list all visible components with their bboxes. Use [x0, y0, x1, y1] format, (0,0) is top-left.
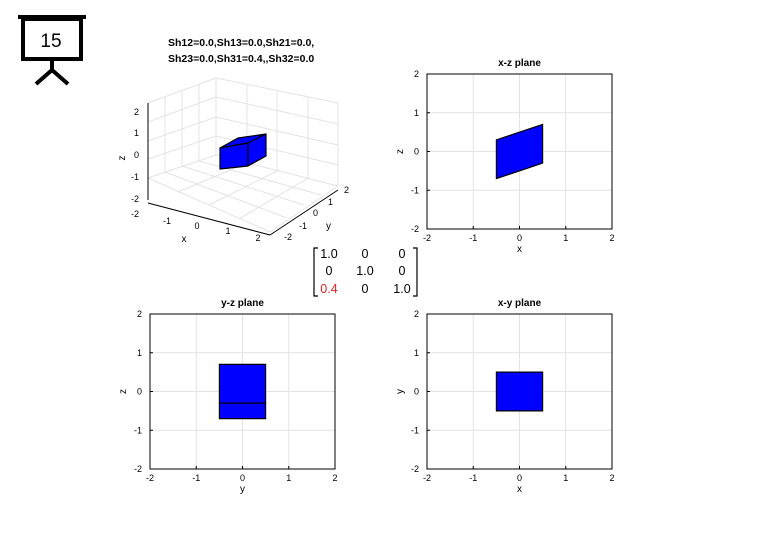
plot-3d-z-tick-label: 2 [134, 107, 139, 117]
plot-3d-y-tick-label: -1 [299, 221, 307, 231]
matrix-cell: 0 [325, 264, 333, 278]
plot-xy-y-tick-label: 1 [414, 348, 419, 358]
plot-3d-y-tick-label: -2 [284, 232, 292, 242]
plot-xz-y-tick-label: -1 [411, 185, 419, 195]
plot-xz-y-tick-label: 0 [414, 147, 419, 157]
plot-xy-x-tick-label: 0 [517, 473, 522, 483]
plot-yz-y-tick-label: 0 [137, 387, 142, 397]
plot-3d-title-line1: Sh12=0.0,Sh13=0.0,Sh21=0.0, [168, 37, 315, 49]
plot-3d-zlabel: z [117, 156, 128, 161]
matrix-cell: 1.0 [393, 282, 411, 296]
plot-xy-y-tick-label: 2 [414, 309, 419, 319]
plot-yz-shape [218, 363, 267, 420]
plot-3d-z-tick-label: 0 [134, 150, 139, 160]
plot-xz-x-tick-label: 0 [517, 233, 522, 243]
plot-xy-axes-frame [426, 313, 613, 470]
plot-yz-x-tick-label: 1 [286, 473, 291, 483]
plot-xz-ylabel: z [395, 149, 406, 154]
plot-xz-y-tick-label: 1 [414, 108, 419, 118]
plot-yz-y-tick-label: -2 [134, 464, 142, 474]
plot-3d-title-line2: Sh23=0.0,Sh31=0.4,,Sh32=0.0 [168, 53, 315, 65]
plot-xy-y-tick-label: 0 [414, 387, 419, 397]
plot-xz-y-tick-label: 2 [414, 69, 419, 79]
matrix-cell: 1.0 [320, 247, 338, 261]
plot-yz-x-tick-label: -1 [192, 473, 200, 483]
plot-xz-xlabel: x [517, 244, 522, 255]
plot-yz-x-tick-label: -2 [146, 473, 154, 483]
plot-3d-sheared-box [219, 133, 267, 170]
plot-3d-x-tick-label: 0 [194, 221, 199, 231]
plot-xy-x-tick-label: -2 [423, 473, 431, 483]
plot-xy-x-tick-label: 1 [563, 473, 568, 483]
plot-xy-shape [495, 371, 544, 412]
plot-xz-plane: -2 -1 0 1 2 -2 -1 0 1 2 x-z plane x z [395, 58, 615, 255]
plot-xy-ylabel: y [395, 389, 406, 394]
plot-xy-y-tick-label: -1 [411, 425, 419, 435]
plot-3d-xlabel: x [182, 234, 187, 245]
matrix-cell: 1.0 [356, 264, 374, 278]
shear-matrix: 1.0 0 0 0 1.0 0 0.4 0 1.0 [312, 246, 419, 298]
plot-xz-x-tick-label: 1 [563, 233, 568, 243]
plot-yz-xlabel: y [240, 484, 245, 495]
plot-3d-x-tick-label: -2 [131, 209, 139, 219]
plot-3d-x-tick-label: 1 [225, 226, 230, 236]
plot-xy-plane: -2 -1 0 1 2 -2 -1 0 1 2 x-y plane x y [395, 298, 615, 495]
plot-yz-ylabel: z [118, 389, 129, 394]
plot-xy-x-tick-label: -1 [469, 473, 477, 483]
plot-xy-y-tick-label: -2 [411, 464, 419, 474]
plot-xy-title: x-y plane [498, 298, 542, 309]
plot-3d-z-tick-label: 1 [134, 128, 139, 138]
plot-3d-z-tick-label: -1 [131, 172, 139, 182]
plot-yz-y-tick-label: 2 [137, 309, 142, 319]
plot-3d-z-tick-label: -2 [131, 194, 139, 204]
plot-xz-title: x-z plane [498, 58, 541, 69]
plot-3d-x-tick-label: -1 [163, 216, 171, 226]
matrix-cell: 0 [398, 247, 406, 261]
matrix-cell: 0 [361, 282, 369, 296]
matrix-cell: 0 [361, 247, 369, 261]
plot-yz-plane: -2 -1 0 1 2 -2 -1 0 1 2 y-z plane y z [118, 298, 338, 495]
plot-3d-y-tick-label: 0 [313, 208, 318, 218]
plot-3d-axes [147, 103, 339, 236]
plot-yz-y-tick-label: -1 [134, 425, 142, 435]
plot-3d-z-ticks: 2 1 0 -1 -2 [131, 107, 139, 204]
presentation-icon [18, 15, 86, 86]
plot-3d-ylabel: y [326, 221, 331, 232]
plot-xz-shape [495, 123, 544, 180]
plot-xz-y-tick-label: -2 [411, 224, 419, 234]
plot-yz-x-tick-label: 2 [332, 473, 337, 483]
plot-xy-xlabel: x [517, 484, 522, 495]
plot-xz-x-tick-label: -1 [469, 233, 477, 243]
plot-yz-axes-frame [149, 313, 336, 470]
plot-xz-x-tick-label: 2 [609, 233, 614, 243]
plot-yz-y-tick-label: 1 [137, 348, 142, 358]
plot-3d-y-tick-label: 2 [344, 185, 349, 195]
plot-3d-x-tick-label: 2 [255, 233, 260, 243]
matrix-cell-sh31: 0.4 [320, 282, 338, 296]
plot-yz-title: y-z plane [221, 298, 264, 309]
plot-xy-x-tick-label: 2 [609, 473, 614, 483]
plot-xz-x-tick-label: -2 [423, 233, 431, 243]
plot-yz-x-tick-label: 0 [240, 473, 245, 483]
plot-3d-y-tick-label: 1 [328, 197, 333, 207]
matrix-cell: 0 [398, 264, 406, 278]
plot-xz-axes-frame [426, 73, 613, 230]
slide-number: 15 [40, 31, 62, 52]
